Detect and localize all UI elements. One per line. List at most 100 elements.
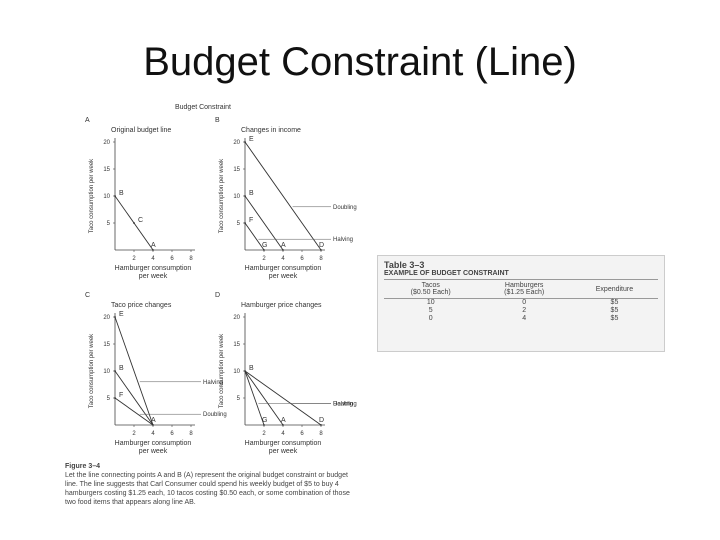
point [263,249,265,251]
y-tick-label: 10 [103,194,110,200]
y-tick-label: 15 [103,342,110,348]
point-label: D [319,242,324,249]
table-cell: 2 [522,307,527,314]
point-label: A [281,242,286,249]
point-label: B [249,190,254,197]
y-axis-label: Taco consumption per week [89,158,95,233]
y-tick-label: 10 [103,369,110,375]
budget-line [114,316,154,426]
point-label: B [249,365,254,372]
y-tick-label: 20 [103,140,110,146]
point-label: A [281,417,286,424]
point-label: E [119,311,124,318]
figure-caption: Figure 3–4 Let the line connecting point… [65,462,361,507]
table-row: 10 0 $5 [384,299,658,308]
slide-title: Budget Constraint (Line) [143,40,577,84]
x-tick-label: 8 [189,431,193,437]
point [244,370,246,372]
budget-line [244,370,322,426]
point-label: D [319,417,324,424]
y-axis-label: Taco consumption per week [219,333,225,408]
table-cell: 10 [426,299,435,306]
line-annotation: Halving [333,401,353,407]
caption-title: Figure 3–4 [65,463,101,470]
y-axis-label: Taco consumption per week [89,333,95,408]
x-tick-label: 2 [262,431,266,437]
x-tick-label: 2 [132,431,136,437]
x-axis-label: Hamburger consumption [115,440,192,447]
table-cell: $5 [610,299,619,306]
y-tick-label: 20 [233,315,240,321]
x-tick-label: 6 [300,256,304,262]
column-header: Tacos ($0.50 Each) [384,280,478,299]
budget-line [244,370,284,426]
point [263,424,265,426]
line-annotation: Doubling [203,412,227,418]
point-label: G [262,242,267,249]
header-line: Tacos [421,282,440,289]
header-row: Tacos ($0.50 Each) Hamburgers ($1.25 Each) E… [384,280,658,299]
figure: Budget Constraint A Original budget line T… [85,104,357,455]
x-tick-label: 6 [300,431,304,437]
header-line: ($1.25 Each) [504,289,545,296]
budget-line [244,141,322,251]
header-line: Hamburgers [504,282,544,289]
table-cell: $5 [610,315,619,322]
point [133,222,135,224]
x-tick-label: 2 [132,256,136,262]
x-tick-label: 2 [262,256,266,262]
point [152,424,154,426]
table-body: 10 0 $5 5 2 $5 0 4 $5 [384,299,658,324]
point-label: E [249,136,254,143]
x-tick-label: 8 [319,431,323,437]
panel-title: Taco price changes [111,302,172,309]
table-row: 5 2 $5 [384,307,658,315]
x-tick-label: 4 [281,256,285,262]
y-tick-label: 20 [233,140,240,146]
column-header: Expenditure [570,280,658,299]
point [320,424,322,426]
y-tick-label: 5 [107,396,111,402]
y-tick-label: 20 [103,315,110,321]
header-line: ($0.50 Each) [410,289,451,296]
x-axis-label: Hamburger consumption [115,265,192,272]
point-label: F [249,217,253,224]
x-axis-label: Hamburger consumption [245,440,322,447]
x-tick-label: 4 [151,256,155,262]
panel-title: Changes in income [241,127,301,134]
x-tick-label: 4 [281,431,285,437]
y-tick-label: 15 [233,167,240,173]
y-tick-label: 15 [103,167,110,173]
header-line: Expenditure [595,285,634,293]
line-annotation: Doubling [333,205,357,211]
table-row: 0 4 $5 [384,315,658,323]
x-tick-label: 8 [189,256,193,262]
budget-line [244,222,265,251]
point [320,249,322,251]
point-label: C [138,217,143,224]
x-axis-label: per week [139,448,168,455]
budget-line [244,370,265,426]
column-header: Hamburgers ($1.25 Each) [477,280,571,299]
panel-letter: C [85,292,90,299]
table-number: Table 3–3 [384,260,425,270]
point-label: B [119,190,124,197]
x-axis-label: per week [269,273,298,280]
panel-letter: D [215,292,220,299]
y-tick-label: 5 [237,396,241,402]
table-cell: $5 [610,307,619,314]
x-axis-label: Hamburger consumption [245,265,322,272]
point [114,195,116,197]
table-box: Table 3–3 Example of Budget Constraint T… [377,255,665,352]
table: Tacos ($0.50 Each) Hamburgers ($1.25 Each) E… [384,280,658,323]
line-annotation: Halving [203,380,223,386]
table-title: Example of Budget Constraint [384,270,658,280]
budget-line [244,195,284,251]
point [244,222,246,224]
table-cell: 0 [428,315,433,322]
table-cell: 5 [428,307,433,314]
point-label: B [119,365,124,372]
y-tick-label: 5 [107,221,111,227]
